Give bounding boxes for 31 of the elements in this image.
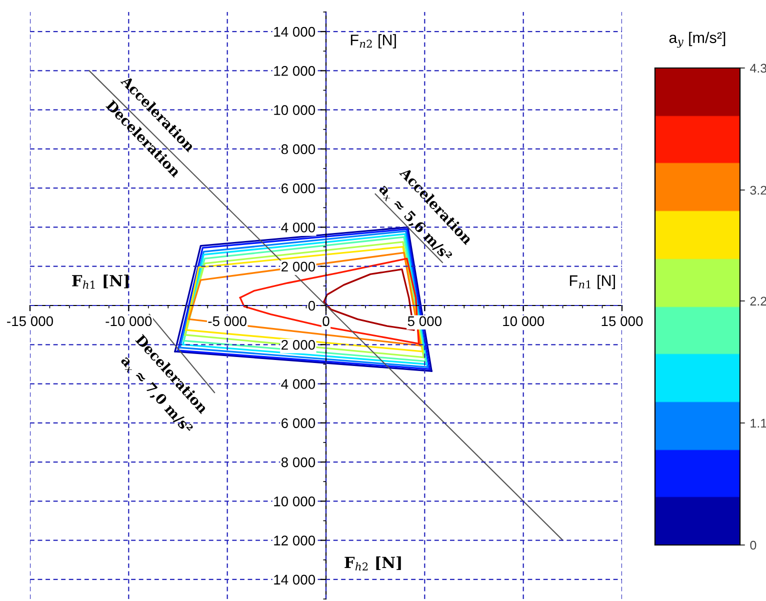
y-tick-label: 2 000 [282,262,316,272]
x-tick-label: 5 000 [408,316,442,326]
y-tick-label: 4 000 [281,379,316,389]
y-axis-title: F$_{n2}$ [N] [350,34,396,48]
annotation: F$_{h2}$ [N] [344,556,401,570]
x-tick-label: -15 000 [7,316,54,326]
y-tick-label: 10 000 [274,105,316,116]
x-tick-label: 0 [322,316,330,326]
color-bar-label: 0 [750,540,756,550]
annotation: F$_{h1}$ [N] [72,274,128,289]
y-tick-label: 10 000 [274,496,316,506]
y-tick-label: 12 000 [274,66,316,76]
color-bar-title: a$_{y}$ [m/s²] [669,32,726,48]
y-tick-label: 6 000 [282,183,316,194]
y-tick-label: 14 000 [274,574,316,585]
x-tick-label: -5 000 [208,316,246,326]
y-tick-label: 8 000 [281,457,316,468]
y-tick-label: 6 000 [282,418,316,428]
color-bar-label: 2.2 [750,296,766,306]
y-tick-label: 4 000 [281,222,316,232]
x-axis-title: F$_{n1}$ [N] [570,274,615,290]
color-bar-label: 3.2 [750,186,766,195]
x-tick-label: -10 000 [106,316,152,326]
y-tick-label: 2 000 [282,340,316,350]
y-tick-label: 8 000 [281,144,316,154]
x-tick-label: 15 000 [602,316,643,326]
x-tick-label: 10 000 [503,316,544,326]
y-tick-label: 14 000 [274,26,316,37]
y-tick-label: 0 [308,300,316,311]
y-tick-label: 12 000 [274,536,316,546]
color-bar-label: 1.1 [750,418,766,428]
